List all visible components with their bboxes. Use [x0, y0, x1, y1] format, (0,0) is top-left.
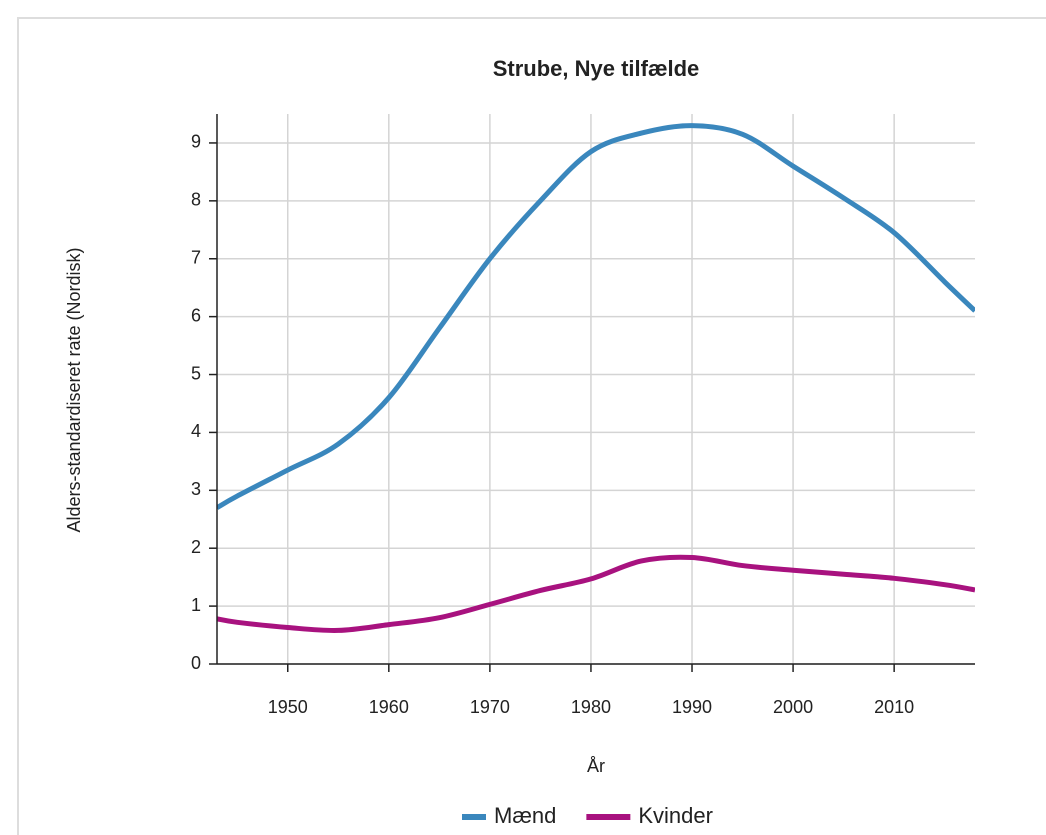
y-tick-label: 1 [191, 595, 201, 615]
x-axis-label: År [587, 756, 605, 776]
y-tick-label: 8 [191, 190, 201, 210]
x-tick-label: 1980 [571, 697, 611, 717]
series-line [217, 123, 975, 510]
chart-title: Strube, Nye tilfælde [493, 56, 700, 81]
x-tick-label: 1950 [268, 697, 308, 717]
y-tick-label: 2 [191, 537, 201, 557]
plot-lines [217, 123, 975, 633]
y-tick-label: 3 [191, 479, 201, 499]
legend-label: Kvinder [638, 803, 713, 828]
y-tick-label: 5 [191, 363, 201, 383]
x-tick-label: 1970 [470, 697, 510, 717]
y-tick-label: 0 [191, 653, 201, 673]
legend-label: Mænd [494, 803, 556, 828]
x-tick-label: 1990 [672, 697, 712, 717]
y-tick-label: 6 [191, 305, 201, 325]
y-axis-label: Alders-standardiseret rate (Nordisk) [64, 247, 84, 532]
y-tick-label: 4 [191, 421, 201, 441]
x-tick-label: 2000 [773, 697, 813, 717]
x-tick-label: 2010 [874, 697, 914, 717]
x-tick-label: 1960 [369, 697, 409, 717]
y-tick-label: 9 [191, 132, 201, 152]
series-line [217, 554, 975, 633]
frame [17, 17, 1046, 835]
y-tick-label: 7 [191, 247, 201, 267]
